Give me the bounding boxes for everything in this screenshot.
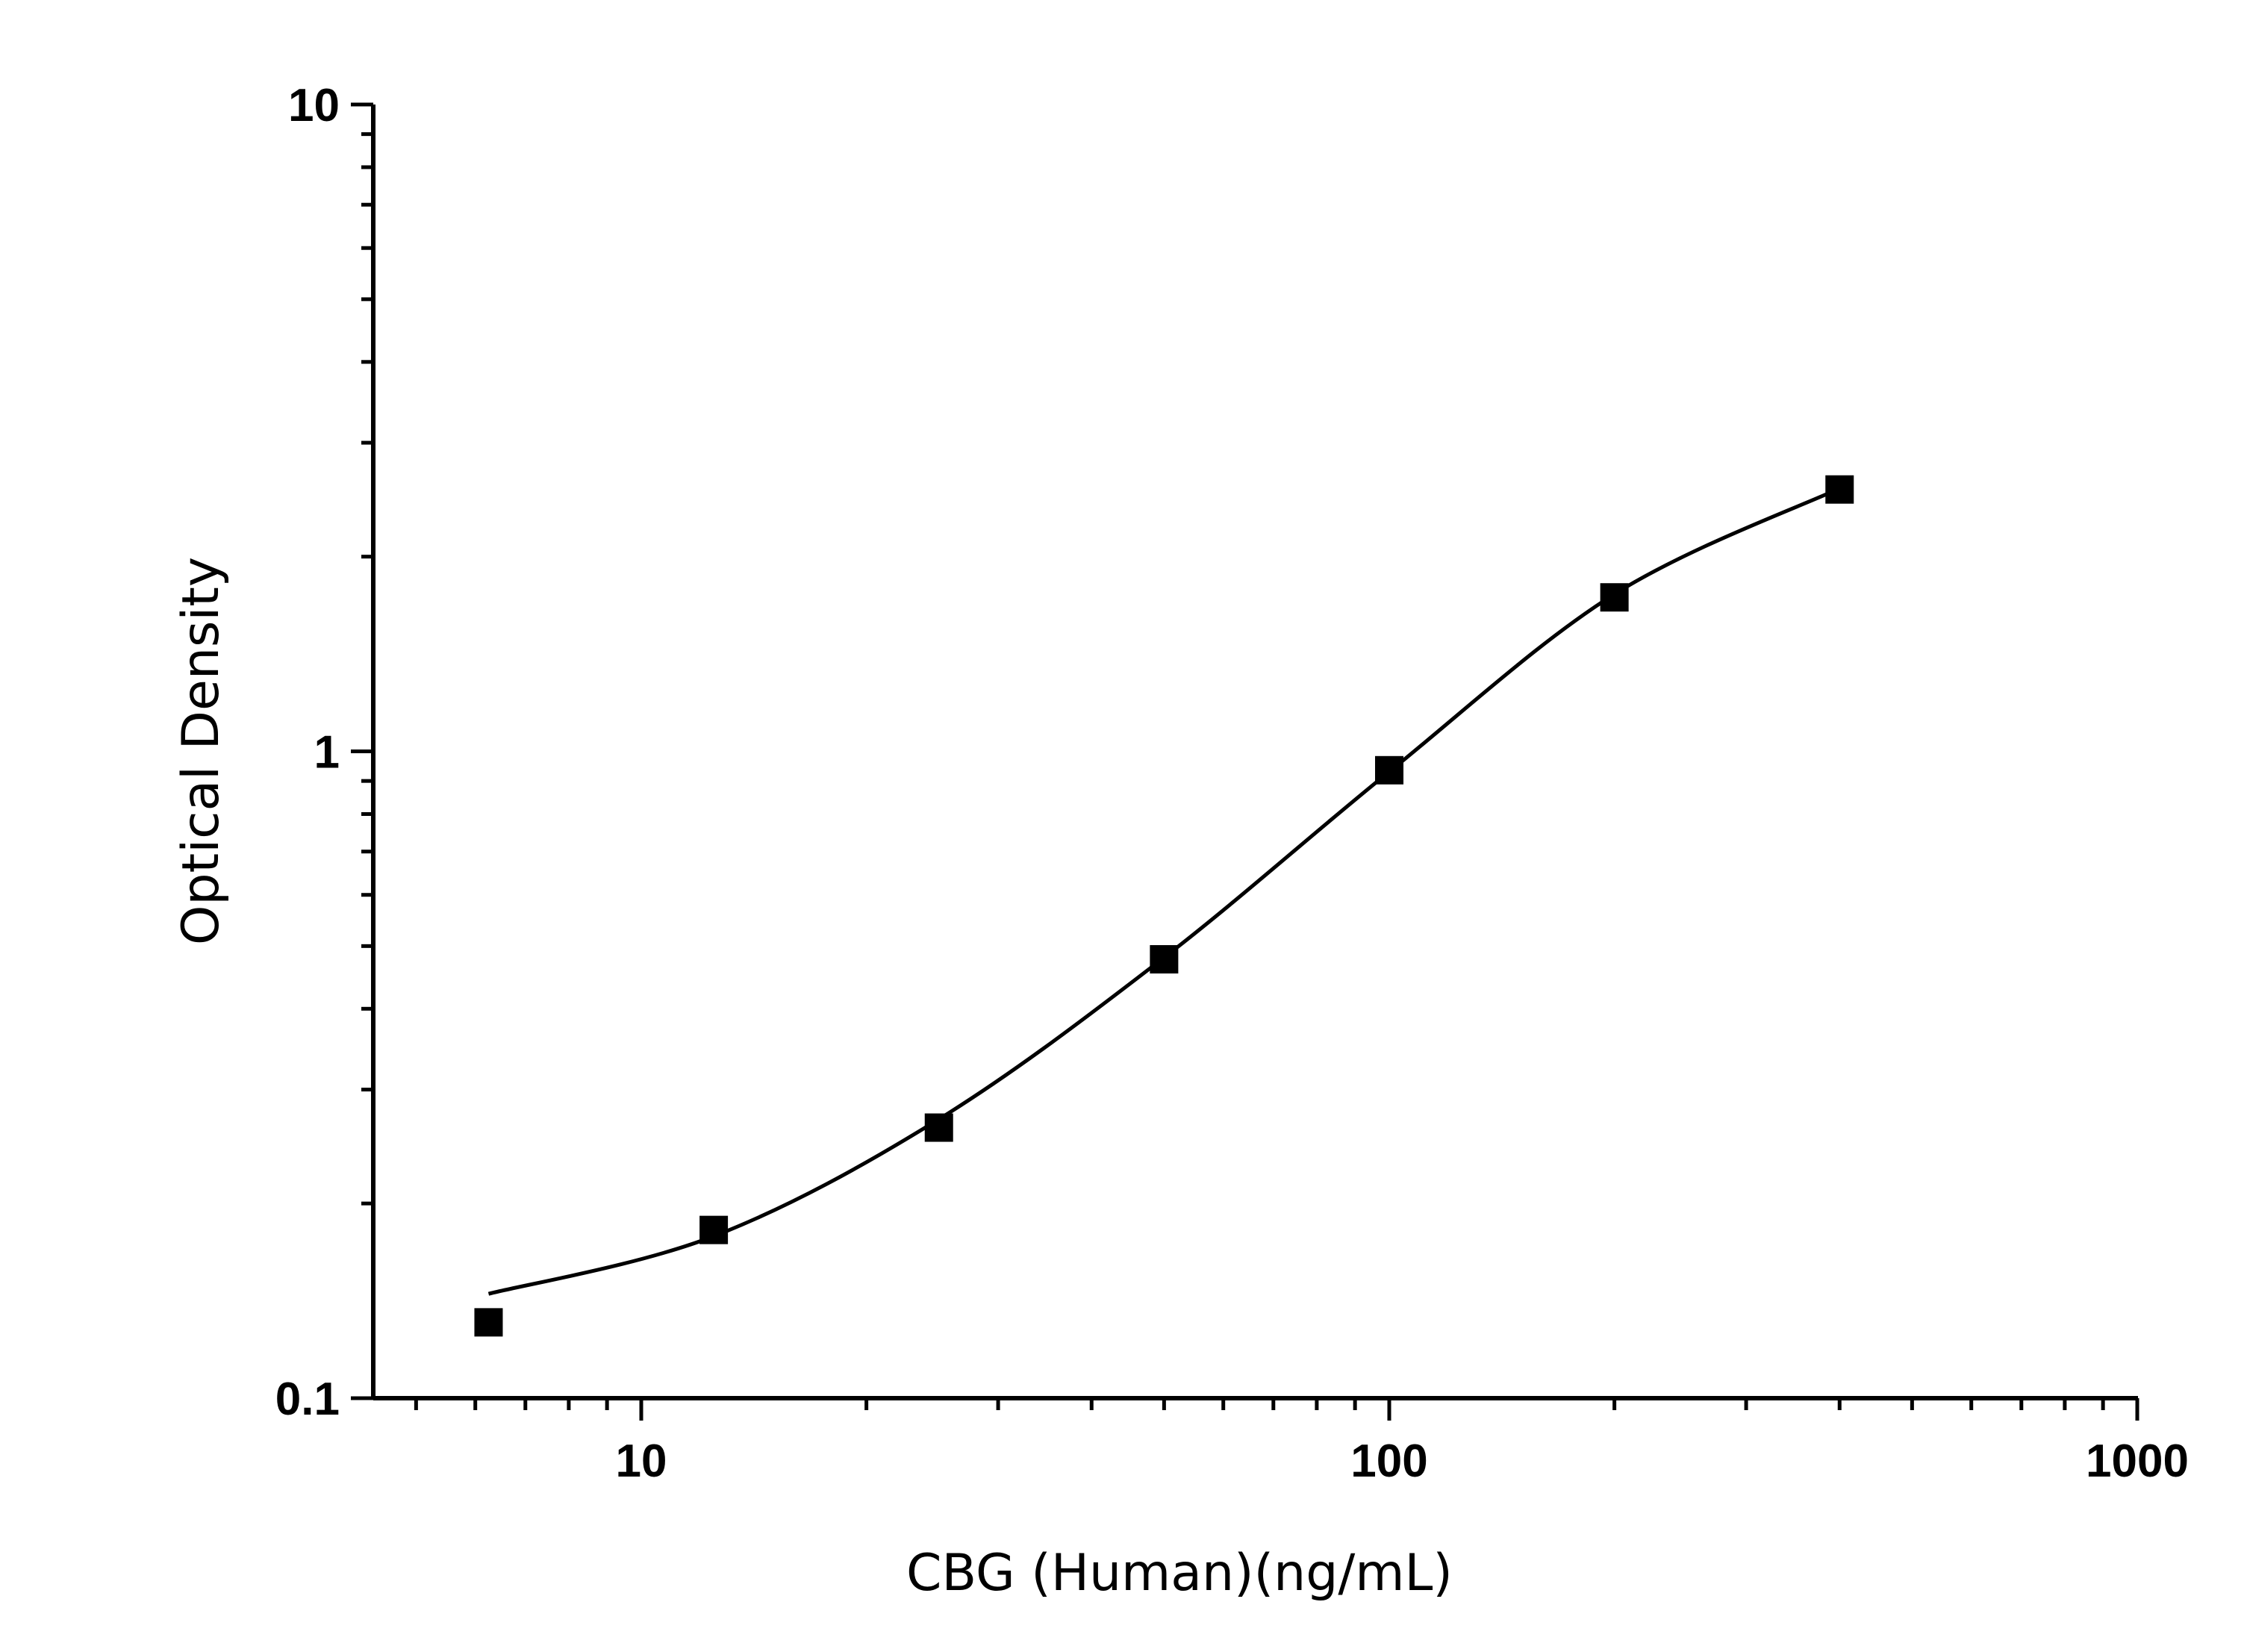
y-tick-label: 10 xyxy=(288,80,340,131)
y-tick-label: 0.1 xyxy=(275,1374,340,1425)
x-axis-title: CBG (Human)(ng/mL) xyxy=(906,1544,1453,1603)
data-points xyxy=(474,475,1854,1337)
y-axis-title: Optical Density xyxy=(172,557,231,945)
x-tick-label: 1000 xyxy=(2086,1436,2189,1487)
x-tick-label: 10 xyxy=(616,1436,667,1487)
y-tick-label: 1 xyxy=(314,727,340,779)
x-tick-label: 100 xyxy=(1350,1436,1427,1487)
data-point xyxy=(1825,475,1854,504)
y-tick-labels: 0.1 1 10 xyxy=(275,80,340,1425)
data-point xyxy=(1150,945,1179,974)
data-point xyxy=(474,1308,503,1337)
fit-curve xyxy=(487,486,1841,1296)
data-point xyxy=(1600,583,1629,612)
data-point xyxy=(1375,755,1403,785)
data-point xyxy=(699,1215,729,1244)
data-point xyxy=(924,1113,953,1142)
axes xyxy=(351,102,2139,1421)
x-tick-labels: 10 100 1000 xyxy=(616,1436,2189,1487)
